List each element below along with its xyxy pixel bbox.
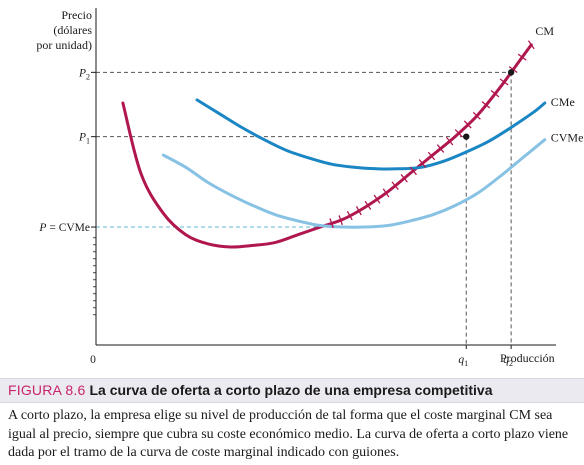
supply-dash [355,205,362,216]
x-tick-symbol: q [458,354,464,366]
curve-label-cme: CMe [551,95,575,109]
curve-cme [195,98,547,171]
supply-segment-dashes [329,40,535,229]
supply-dash [472,111,481,120]
y-tick-subscript: 2 [86,72,90,81]
figure-title: La curva de oferta a corto plazo de una … [89,382,493,398]
y-tick-symbol: P [38,222,46,234]
supply-dash [463,120,472,129]
x-tick-subscript: 2 [509,359,513,368]
equilibrium-point [463,133,470,140]
supply-dash [527,40,535,50]
origin-label: 0 [90,354,96,366]
supply-dash [409,166,417,176]
supply-dash [481,101,491,109]
supply-dash [373,194,381,204]
supply-dash [517,53,527,61]
curve-cvme [161,138,547,229]
axes [91,8,556,349]
y-axis-title-line-3: por unidad) [36,38,92,52]
curve-label-cm: CM [535,24,554,38]
y-tick-label: P = CVMe [38,222,90,234]
figure-caption-bar: FIGURA 8.6 La curva de oferta a corto pla… [0,378,584,402]
y-axis-title-line-1: Precio [61,8,92,22]
x-tick-symbol: q [503,354,509,366]
supply-dash [454,129,463,138]
cost-curves: CM CMe CVMe [121,24,584,249]
minor-ticks [93,237,96,316]
curve-cm [121,43,533,249]
supply-dash [391,181,399,190]
y-tick-label: P2 [78,67,90,81]
supply-dash [364,200,372,210]
supply-dash [400,174,408,183]
supply-dash [490,90,500,98]
supply-dash [508,66,518,74]
x-axis-title: Producción [500,351,555,365]
curve-label-cvme: CVMe [551,131,584,145]
y-axis-title: Precio (dólares por unidad) [36,8,92,52]
supply-dash [382,188,390,198]
supply-dash [329,218,334,229]
supply-dash [427,151,436,161]
y-tick-suffix: = CVMe [46,222,90,234]
x-tick-label: q1 [458,354,468,368]
y-tick-subscript: 1 [86,137,90,146]
supply-dash [499,78,509,86]
supply-dash [338,215,343,226]
supply-dash [418,159,427,168]
equilibrium-points [463,69,515,140]
y-tick-symbol: P [78,67,86,79]
x-tick-label: q2 [503,354,513,368]
y-tick-symbol: P [78,132,86,144]
x-tick-subscript: 1 [464,359,468,368]
equilibrium-point [507,69,515,76]
supply-dash [436,144,445,153]
y-tick-label: P1 [78,132,90,146]
y-axis-title-line-2: (dólares [53,23,92,37]
figure-number: FIGURA 8.6 [8,382,86,398]
supply-dash [445,136,454,146]
supply-dash [346,210,353,221]
figure-caption: A corto plazo, la empresa elige su nivel… [0,402,584,465]
